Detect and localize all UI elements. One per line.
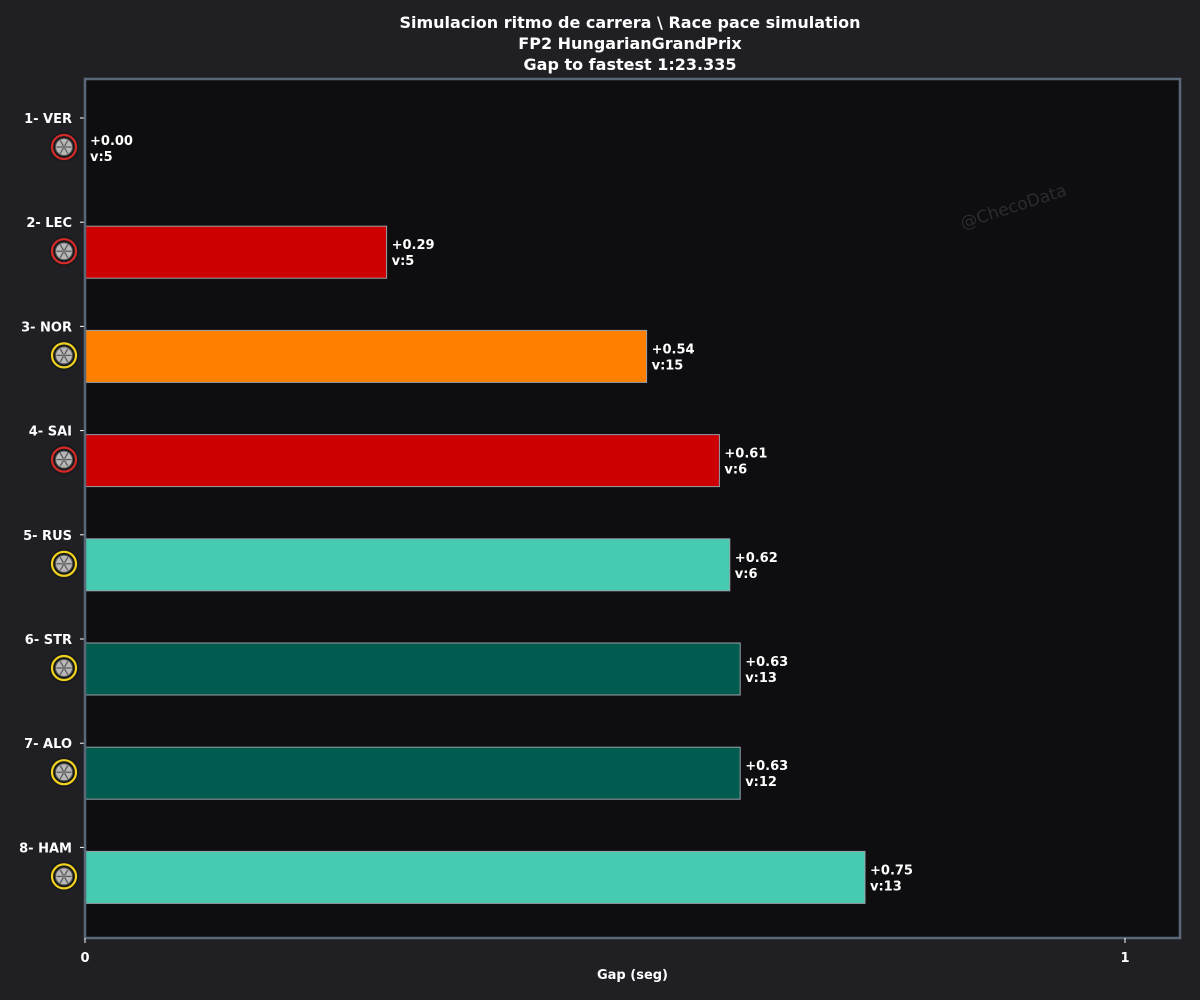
lap-label: v:12 (745, 775, 777, 790)
plot-border (83, 77, 1182, 940)
bar-7 (84, 746, 741, 800)
bar-8 (84, 850, 866, 904)
medium-tyre-icon (49, 340, 79, 371)
gap-label: +0.54 (652, 342, 695, 357)
y-tick-label: 2- LEC (26, 216, 72, 231)
bar-5 (84, 538, 731, 592)
medium-tyre-icon (49, 653, 79, 683)
gap-label: +0.29 (392, 238, 435, 253)
lap-label: v:15 (652, 358, 684, 373)
bar-2 (84, 225, 388, 279)
lap-label: v:13 (870, 879, 902, 894)
gap-label: +0.63 (745, 759, 788, 774)
gap-label: +0.61 (724, 447, 767, 462)
gap-label: +0.62 (735, 551, 778, 566)
gap-label: +0.75 (870, 863, 913, 878)
x-axis-label: Gap (seg) (596, 968, 669, 983)
gap-label: +0.63 (745, 655, 788, 670)
lap-label: v:6 (735, 567, 758, 582)
lap-label: v:6 (724, 463, 747, 478)
x-tick-label: 1 (1120, 951, 1129, 966)
title-line-1: Simulacion ritmo de carrera \ Race pace … (399, 13, 861, 32)
x-tick-label: 0 (80, 951, 89, 966)
y-tick-label: 5- RUS (23, 529, 72, 544)
lap-label: v:5 (392, 254, 415, 269)
gap-label: +0.00 (90, 134, 133, 149)
y-tick-label: 8- HAM (19, 841, 72, 856)
chart-title: Simulacion ritmo de carrera \ Race pace … (0, 12, 1200, 75)
y-tick-label: 1- VER (24, 112, 72, 127)
soft-tyre-icon (49, 236, 79, 267)
medium-tyre-icon (49, 548, 79, 579)
lap-label: v:5 (90, 150, 113, 165)
soft-tyre-icon (49, 444, 79, 475)
lap-label: v:13 (745, 671, 777, 686)
bar-4 (84, 434, 720, 488)
medium-tyre-icon (49, 861, 79, 892)
y-tick-label: 6- STR (25, 633, 72, 648)
medium-tyre-icon (49, 757, 79, 788)
y-tick-label: 7- ALO (24, 737, 72, 752)
title-line-2: FP2 HungarianGrandPrix (518, 34, 742, 53)
y-tick-label: 4- SAI (29, 425, 72, 440)
bar-6 (84, 642, 741, 696)
title-line-3: Gap to fastest 1:23.335 (523, 55, 737, 74)
soft-tyre-icon (49, 132, 79, 162)
y-tick-label: 3- NOR (21, 320, 72, 335)
bar-3 (84, 329, 648, 383)
